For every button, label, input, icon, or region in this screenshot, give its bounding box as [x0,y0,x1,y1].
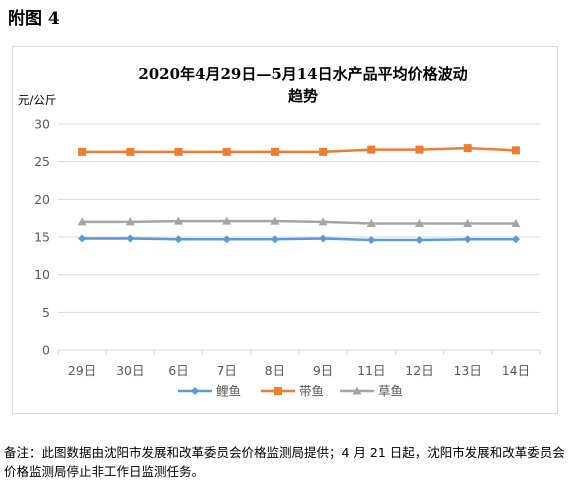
series-line [82,219,516,225]
data-point [125,217,135,226]
y-tick-label: 25 [34,154,50,169]
data-point [366,218,376,227]
data-point [174,235,183,244]
x-tick-label: 29日 [68,363,96,378]
data-point [222,147,231,156]
data-point [511,218,521,227]
y-tick-label: 20 [34,192,50,207]
data-point [78,234,87,243]
data-point [319,147,328,156]
legend-marker [352,386,362,395]
data-point [463,144,472,153]
x-tick-label: 13日 [453,363,481,378]
data-point [415,218,424,227]
data-point [270,235,279,244]
y-tick-label: 5 [42,305,50,320]
legend-marker [191,387,199,395]
data-point [415,145,424,154]
x-tick-label: 6日 [168,363,188,378]
y-axis-label: 元/公斤 [18,93,56,107]
data-point [222,216,232,225]
data-point [174,147,183,156]
data-point [463,235,472,244]
data-point [463,218,473,227]
data-point [270,216,280,225]
footnote: 备注：此图数据由沈阳市发展和改革委员会价格监测局提供；4 月 21 日起，沈阳市… [4,445,565,479]
x-tick-label: 9日 [313,363,333,378]
data-point [511,146,520,155]
series-line [82,146,516,154]
legend-label: 带鱼 [299,384,324,399]
data-point [319,234,328,243]
legend-label: 鲤鱼 [216,384,241,399]
legend-label: 草鱼 [378,384,403,399]
legend-marker [274,387,282,395]
x-tick-label: 8日 [265,363,285,378]
series-line [82,237,516,242]
data-point [511,235,520,244]
data-point [415,236,424,245]
chart-title-line: 2020年4月29日—5月14日水产品平均价格波动 [138,65,467,83]
data-point [367,236,376,245]
data-point [222,235,231,244]
y-tick-label: 15 [34,230,50,245]
x-tick-label: 7日 [216,363,236,378]
x-tick-label: 14日 [502,363,530,378]
x-tick-label: 30日 [116,363,144,378]
y-tick-label: 30 [34,117,50,132]
y-tick-label: 0 [42,343,50,358]
data-point [270,147,279,156]
chart-frame: 2020年4月29日—5月14日水产品平均价格波动 趋势 元/公斤 0 5 10 15 20 2… [12,46,558,414]
data-point [367,145,376,154]
figure-heading: 附图 4 [8,9,60,29]
data-point [174,216,183,225]
x-tick-label: 12日 [405,363,433,378]
data-point [77,217,87,226]
x-tick-label: 11日 [357,363,385,378]
data-point [126,147,135,156]
data-point [126,234,135,243]
y-tick-label: 10 [34,267,50,282]
data-point [78,147,87,156]
data-point [318,217,328,226]
chart-title-line: 趋势 [288,87,318,105]
